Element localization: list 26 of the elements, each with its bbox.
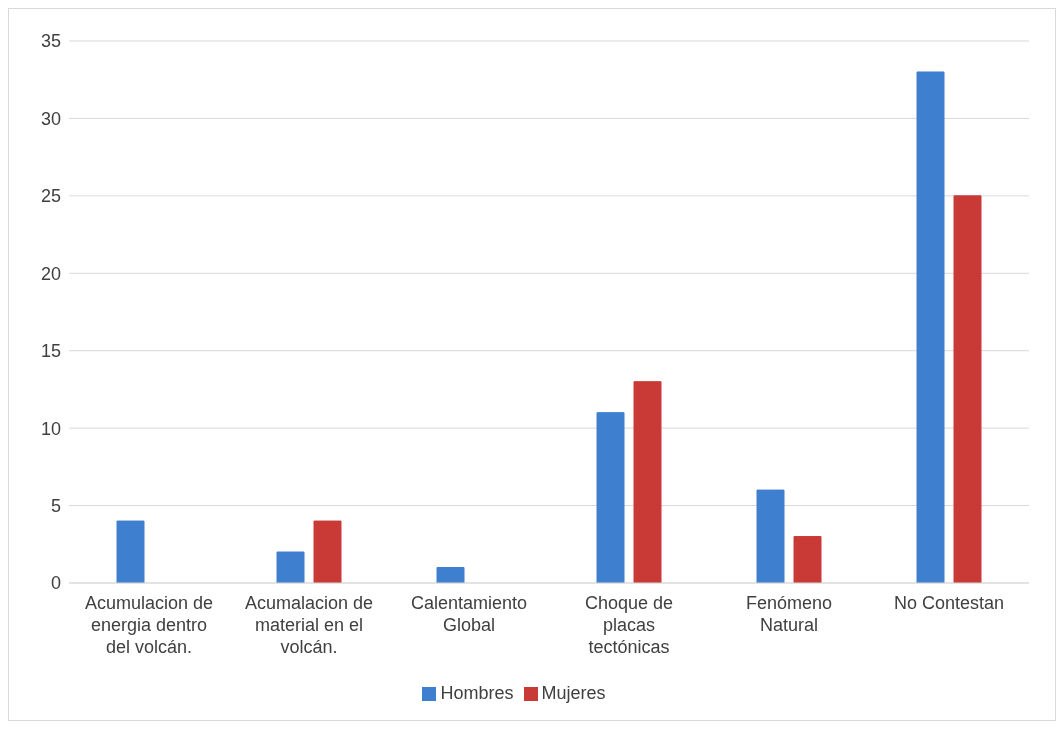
legend-label: Hombres — [440, 683, 514, 703]
y-tick-label: 0 — [50, 573, 61, 594]
y-tick-label: 20 — [40, 263, 61, 284]
x-tick-label: Calentamiento Global — [410, 593, 528, 635]
bar — [596, 412, 625, 583]
bar — [793, 536, 822, 583]
bar — [756, 489, 785, 583]
y-tick-label: 10 — [40, 418, 61, 439]
x-tick-label: Acumalacion de material en el volcán. — [244, 593, 374, 657]
legend-label: Mujeres — [541, 683, 606, 703]
bar — [276, 551, 305, 583]
y-tick-label: 35 — [40, 31, 61, 52]
bar — [116, 520, 145, 583]
bar — [633, 381, 662, 583]
x-tick-label: Acumulacion de energia dentro del volcán. — [84, 593, 214, 657]
y-tick-label: 5 — [50, 495, 61, 516]
y-tick-label: 25 — [40, 186, 61, 207]
x-tick-label: Fenómeno Natural — [745, 593, 833, 635]
x-tick-label: Choque de placas tectónicas — [584, 593, 674, 657]
bar — [313, 520, 342, 583]
x-tick-label: No Contestan — [893, 593, 1005, 613]
bar — [916, 71, 945, 583]
y-tick-label: 30 — [40, 108, 61, 129]
bar — [436, 567, 465, 583]
bar — [953, 195, 982, 583]
y-tick-label: 15 — [40, 341, 61, 362]
